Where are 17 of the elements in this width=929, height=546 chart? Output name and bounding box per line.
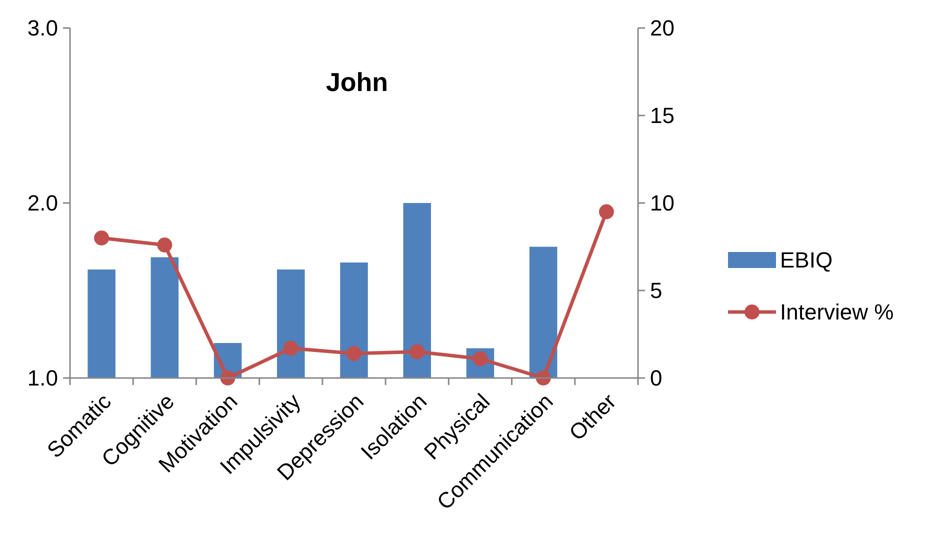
y-tick-label: 1.0	[27, 366, 58, 391]
point	[94, 230, 110, 246]
point	[598, 204, 614, 220]
point	[346, 346, 362, 361]
text: John	[326, 67, 388, 98]
point	[410, 344, 425, 360]
y-tick-label: 2.0	[27, 190, 58, 216]
legend-label: Interview %	[780, 300, 894, 325]
y2-tick-label: 5	[650, 278, 662, 304]
y2-tick-label: 0	[650, 366, 662, 391]
point	[157, 238, 172, 252]
y2-tick-label: 15	[650, 103, 674, 128]
legend-label: EBIQ	[780, 248, 833, 273]
point	[283, 340, 298, 356]
y-tick-label: 3.0	[27, 16, 58, 41]
y2-tick-label: 10	[650, 190, 674, 216]
y2-tick-label: 20	[650, 16, 674, 41]
